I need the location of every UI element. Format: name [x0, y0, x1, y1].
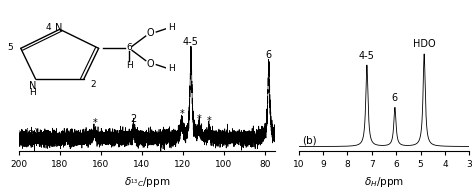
- Text: 5: 5: [7, 43, 13, 52]
- Text: 6: 6: [266, 50, 272, 60]
- Text: *: *: [197, 114, 201, 124]
- X-axis label: $\delta_{H}$/ppm: $\delta_{H}$/ppm: [364, 175, 404, 189]
- Text: 4: 4: [46, 23, 51, 32]
- Text: *: *: [92, 118, 97, 128]
- Text: *: *: [179, 109, 184, 119]
- Text: H: H: [168, 23, 175, 33]
- Text: 6: 6: [392, 93, 398, 103]
- Text: 4-5: 4-5: [359, 50, 375, 60]
- Text: 2: 2: [130, 114, 137, 124]
- Text: 6: 6: [126, 43, 132, 52]
- Text: 4-5: 4-5: [183, 37, 199, 47]
- Text: O: O: [146, 28, 154, 38]
- Text: N: N: [55, 23, 62, 33]
- Text: H: H: [168, 64, 175, 73]
- Text: H: H: [29, 88, 36, 97]
- Text: HDO: HDO: [413, 40, 436, 50]
- Text: 2: 2: [90, 80, 96, 89]
- Text: *: *: [207, 116, 212, 126]
- Text: N: N: [29, 81, 36, 91]
- X-axis label: $\delta_{^{13}C}$/ppm: $\delta_{^{13}C}$/ppm: [124, 175, 170, 189]
- Text: (b): (b): [302, 136, 317, 146]
- Text: O: O: [146, 59, 154, 69]
- Text: (a): (a): [24, 128, 38, 138]
- Text: H: H: [126, 61, 132, 70]
